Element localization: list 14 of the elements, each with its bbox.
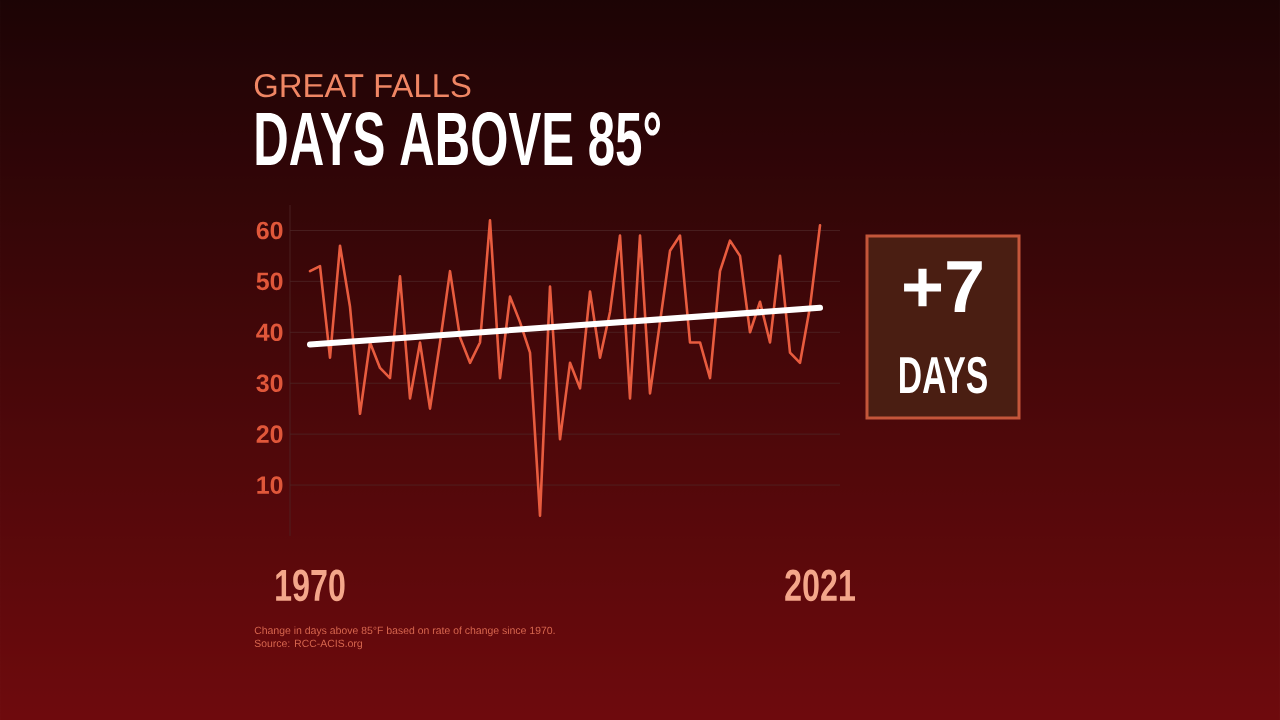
chart-title: DAYS ABOVE 85° [256,112,661,166]
y-tick-label: 30 [256,374,283,393]
source-note: Source: RCC-ACIS.org [254,639,363,650]
y-tick-label: 60 [256,221,283,240]
x-tick-label: 2021 [785,569,856,602]
x-tick-label: 1970 [276,569,345,602]
y-tick-label: 50 [256,272,283,291]
text: Change in days above 85°F based on rate of change since 1970. [254,626,555,637]
chart-subtitle: GREAT FALLS [254,74,471,98]
text: DAYS [900,356,987,394]
y-tick-label: 20 [256,425,283,443]
y-tick-label: 40 [256,323,283,342]
text: +7 [904,261,982,312]
y-tick-label: 10 [257,476,283,494]
